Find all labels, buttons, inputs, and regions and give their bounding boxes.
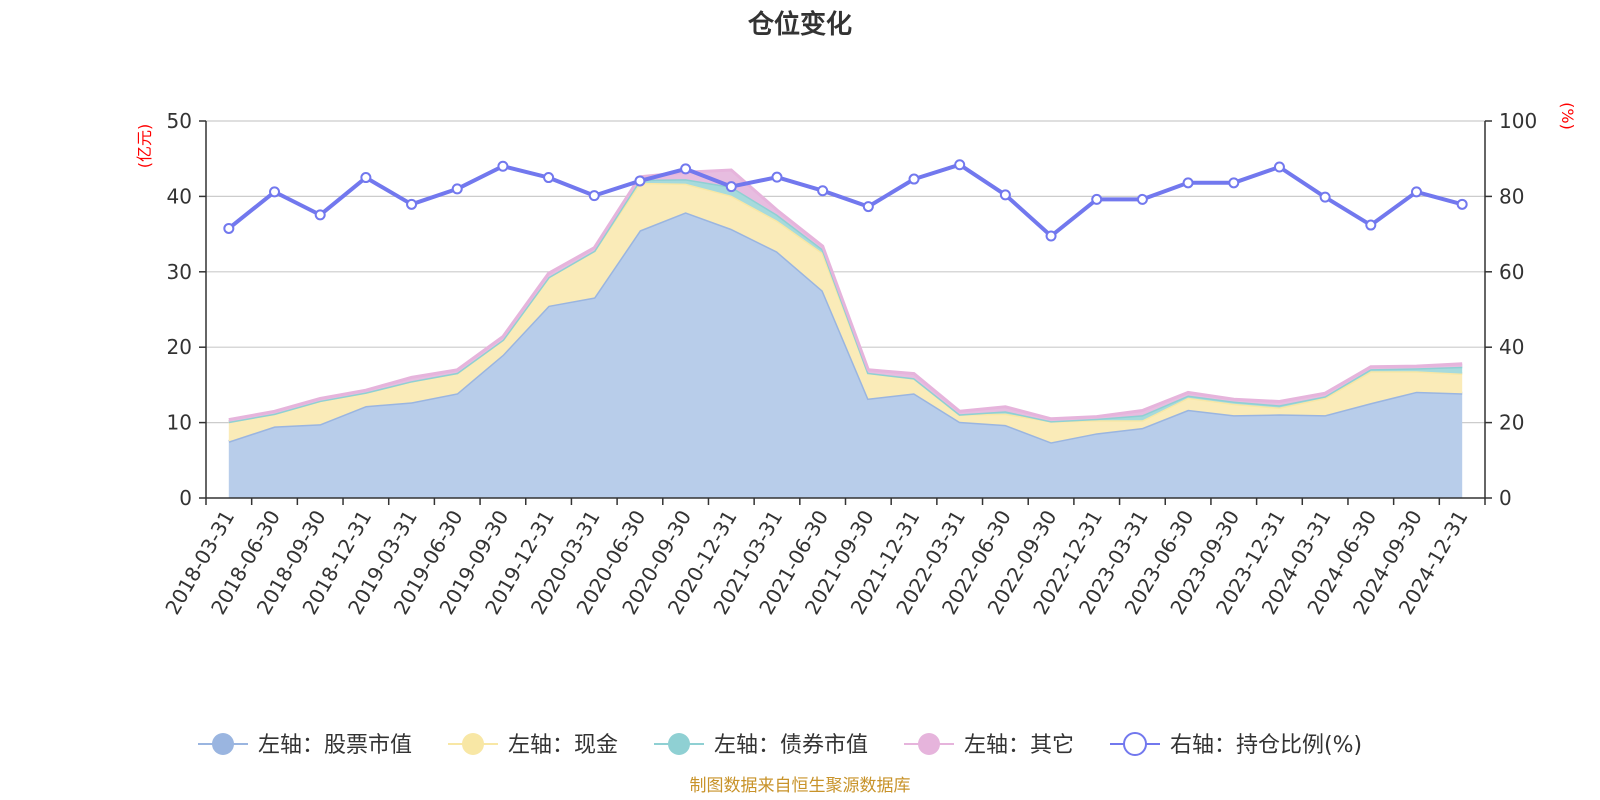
legend-item-3: 左轴：其它 xyxy=(904,733,1074,758)
ratio-point-5 xyxy=(451,183,463,195)
legend-marker-3 xyxy=(918,733,940,755)
right-tick-label-5: 100 xyxy=(1499,109,1537,133)
stacked-areas xyxy=(228,168,1463,498)
area-series-0 xyxy=(228,212,1463,498)
ratio-point-23 xyxy=(1273,161,1285,173)
legend-marker-0 xyxy=(212,733,234,755)
left-tick-label-3: 30 xyxy=(167,260,192,284)
ratio-point-14 xyxy=(862,201,874,213)
ratio-point-3 xyxy=(360,172,372,184)
ratio-line xyxy=(227,162,1463,238)
ratio-point-2 xyxy=(314,209,326,221)
ratio-point-18 xyxy=(1045,230,1057,242)
left-tick-label-0: 0 xyxy=(179,486,192,510)
ratio-point-27 xyxy=(1456,198,1468,210)
ratio-point-24 xyxy=(1319,191,1331,203)
right-axis-unit: (%) xyxy=(1558,102,1577,130)
ratio-point-26 xyxy=(1410,186,1422,198)
legend-marker-4 xyxy=(1123,732,1147,756)
ratio-point-6 xyxy=(497,160,509,172)
area-line-series-3 xyxy=(228,168,1463,422)
ratio-point-10 xyxy=(680,163,692,175)
ratio-point-16 xyxy=(954,159,966,171)
right-tick-label-4: 80 xyxy=(1499,184,1524,208)
ratio-point-22 xyxy=(1228,177,1240,189)
legend-label-1: 左轴：现金 xyxy=(508,733,618,758)
ratio-point-0 xyxy=(223,222,235,234)
legend-item-0: 左轴：股票市值 xyxy=(198,733,412,758)
left-tick-label-5: 50 xyxy=(167,109,192,133)
legend-marker-2 xyxy=(668,733,690,755)
ratio-point-4 xyxy=(406,198,418,210)
right-tick-label-2: 40 xyxy=(1499,335,1524,359)
ratio-point-1 xyxy=(269,186,281,198)
legend-label-3: 左轴：其它 xyxy=(964,733,1074,758)
data-source-note: 制图数据来自恒生聚源数据库 xyxy=(690,776,911,796)
ratio-point-8 xyxy=(588,190,600,202)
ratio-point-7 xyxy=(543,172,555,184)
ratio-point-15 xyxy=(908,173,920,185)
ratio-point-17 xyxy=(999,189,1011,201)
ratio-point-21 xyxy=(1182,177,1194,189)
ratio-point-9 xyxy=(634,175,646,187)
legend-label-2: 左轴：债券市值 xyxy=(714,733,868,758)
legend-item-4: 右轴：持仓比例(%) xyxy=(1110,732,1362,758)
legend-item-2: 左轴：债券市值 xyxy=(654,733,868,758)
ratio-point-19 xyxy=(1091,193,1103,205)
chart-title: 仓位变化 xyxy=(747,9,852,40)
ratio-line-series xyxy=(223,159,1468,242)
ratio-point-20 xyxy=(1136,193,1148,205)
ratio-point-12 xyxy=(771,171,783,183)
ratio-point-25 xyxy=(1365,219,1377,231)
legend: 左轴：股票市值 左轴：现金 左轴：债券市值 左轴：其它 右轴：持仓比例(%) xyxy=(198,732,1362,758)
right-tick-label-1: 20 xyxy=(1499,411,1524,435)
right-tick-label-3: 60 xyxy=(1499,260,1524,284)
ratio-point-11 xyxy=(725,181,737,193)
legend-marker-1 xyxy=(462,733,484,755)
legend-label-0: 左轴：股票市值 xyxy=(258,733,412,758)
left-tick-label-1: 10 xyxy=(167,411,192,435)
left-tick-label-4: 40 xyxy=(167,184,192,208)
legend-label-4: 右轴：持仓比例(%) xyxy=(1170,733,1362,758)
ratio-point-13 xyxy=(817,185,829,197)
left-axis-unit: (亿元) xyxy=(135,124,154,169)
right-tick-label-0: 0 xyxy=(1499,486,1512,510)
left-tick-label-2: 20 xyxy=(167,335,192,359)
legend-item-1: 左轴：现金 xyxy=(448,733,618,758)
